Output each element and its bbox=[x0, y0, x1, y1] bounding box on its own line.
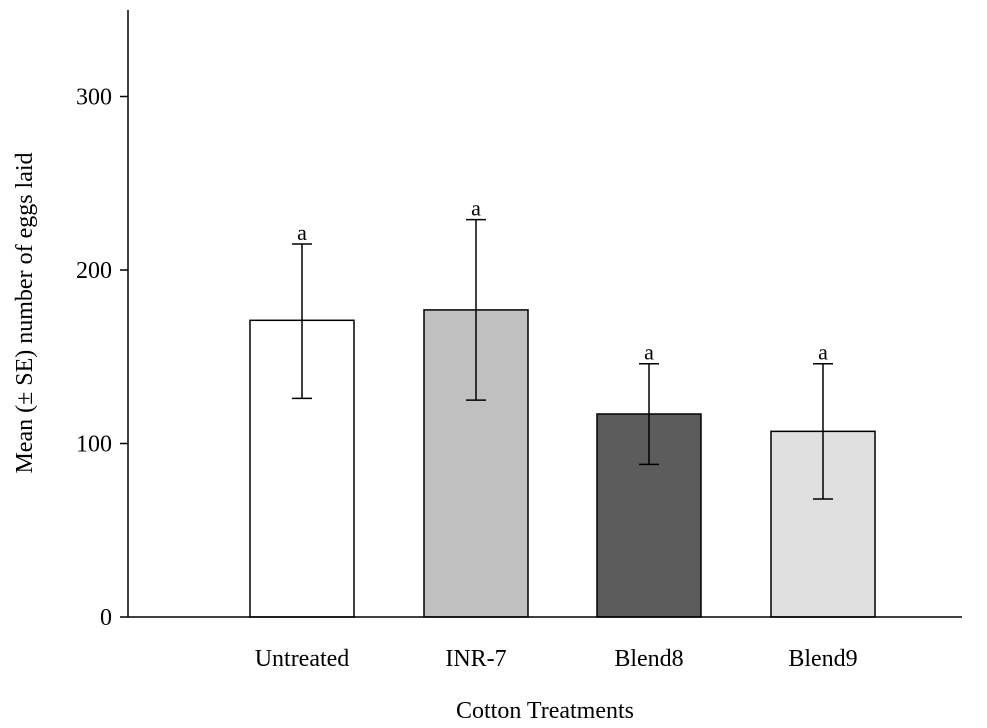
axes-group bbox=[127, 10, 962, 618]
y-tick-label-200: 200 bbox=[76, 258, 112, 284]
x-tick-label-inr-7: INR-7 bbox=[445, 646, 506, 672]
x-axis-title: Cotton Treatments bbox=[456, 698, 634, 724]
bars-group bbox=[249, 309, 876, 618]
y-ticks-group: 0 100 200 300 bbox=[76, 85, 128, 631]
y-tick-label-300: 300 bbox=[76, 85, 112, 111]
x-tick-label-blend9: Blend9 bbox=[788, 646, 857, 672]
error-bars-group bbox=[292, 218, 833, 500]
significance-label-inr-7: a bbox=[471, 196, 481, 221]
y-tick-label-0: 0 bbox=[100, 605, 112, 631]
significance-labels-group: a a a a bbox=[297, 196, 828, 365]
x-tick-label-untreated: Untreated bbox=[255, 646, 350, 672]
significance-label-blend8: a bbox=[644, 340, 654, 365]
significance-label-blend9: a bbox=[818, 340, 828, 365]
x-ticks-group: Untreated INR-7 Blend8 Blend9 bbox=[255, 646, 858, 672]
x-tick-label-blend8: Blend8 bbox=[614, 646, 683, 672]
y-axis-title: Mean (± SE) number of eggs laid bbox=[12, 152, 38, 473]
significance-label-untreated: a bbox=[297, 220, 307, 245]
y-tick-label-100: 100 bbox=[76, 432, 112, 458]
